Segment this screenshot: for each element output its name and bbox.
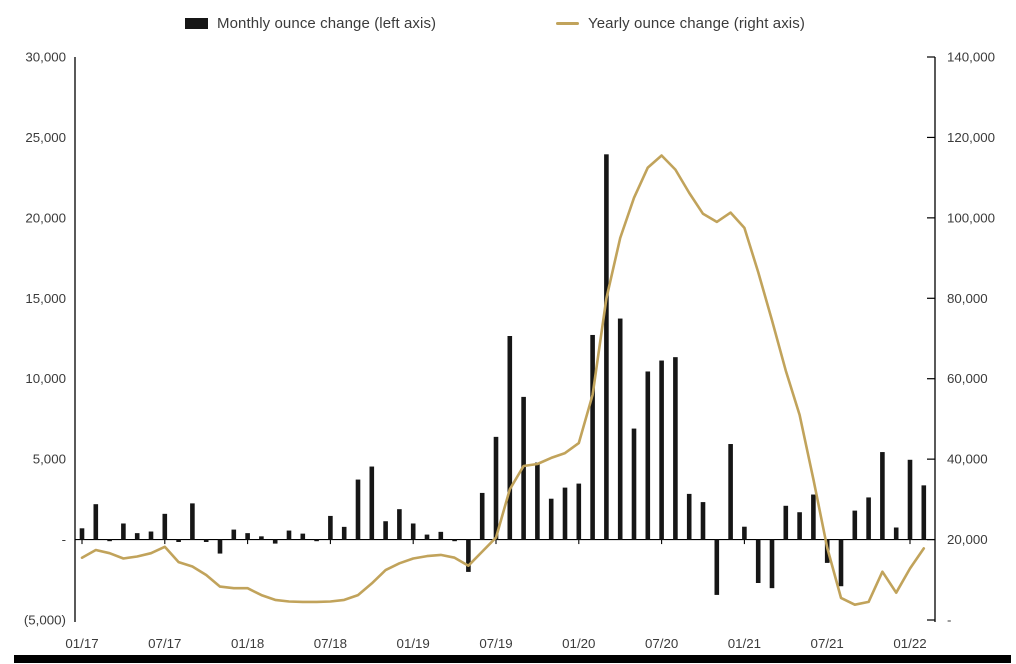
x-tick-label: 07/18 xyxy=(314,636,347,651)
y-right-tick-label: 140,000 xyxy=(947,50,995,65)
monthly-bar xyxy=(231,529,237,540)
monthly-bar xyxy=(700,502,706,540)
x-tick-label: 07/19 xyxy=(479,636,512,651)
monthly-bar xyxy=(107,539,112,542)
monthly-bar xyxy=(121,523,126,540)
monthly-bar xyxy=(617,318,623,540)
y-left-tick-label: 15,000 xyxy=(25,291,66,306)
monthly-bar xyxy=(769,539,775,589)
monthly-bar xyxy=(576,483,582,540)
y-right-tick-label: 120,000 xyxy=(947,130,995,145)
monthly-bar xyxy=(162,513,168,540)
y-right-tick-label: 20,000 xyxy=(947,532,988,547)
monthly-bar xyxy=(176,539,181,542)
monthly-bar xyxy=(811,494,816,540)
monthly-bar xyxy=(341,526,347,540)
monthly-bar xyxy=(590,334,595,540)
x-tick-label: 07/20 xyxy=(645,636,678,651)
y-right-tick-label: - xyxy=(947,613,951,628)
x-tick-label: 01/17 xyxy=(65,636,98,651)
y-right-tick-label: 80,000 xyxy=(947,291,988,306)
y-right-tick-label: 100,000 xyxy=(947,210,995,225)
legend-line-swatch-icon xyxy=(556,21,579,25)
y-left-tick-label: 30,000 xyxy=(25,50,66,65)
monthly-bar xyxy=(259,536,264,540)
monthly-bar xyxy=(203,539,209,542)
monthly-bar xyxy=(507,336,513,540)
y-left-tick-label: (5,000) xyxy=(24,613,66,628)
monthly-bar xyxy=(921,485,927,540)
monthly-bar xyxy=(424,534,430,540)
monthly-bar xyxy=(493,436,499,540)
monthly-bar xyxy=(355,479,361,540)
monthly-bar xyxy=(880,452,885,540)
monthly-bar xyxy=(479,492,485,540)
legend-item-yearly: Yearly ounce change (right axis) xyxy=(556,10,805,36)
monthly-bar xyxy=(686,493,692,540)
monthly-bar xyxy=(631,428,637,540)
y-left-tick-label: 5,000 xyxy=(33,452,66,467)
monthly-bar xyxy=(79,528,85,540)
y-left-tick-label: 10,000 xyxy=(25,371,66,386)
x-tick-label: 01/18 xyxy=(231,636,264,651)
y-left-tick-label: 20,000 xyxy=(25,210,66,225)
footer-black-strip xyxy=(14,655,1011,663)
monthly-bar xyxy=(466,539,471,572)
legend-yearly-label: Yearly ounce change (right axis) xyxy=(588,14,805,32)
monthly-bar xyxy=(452,539,457,542)
monthly-bar xyxy=(714,539,720,595)
monthly-bar xyxy=(838,539,844,587)
legend-monthly-label: Monthly ounce change (left axis) xyxy=(217,14,437,32)
monthly-bar xyxy=(893,527,899,540)
y-left-tick-label: - xyxy=(62,532,66,547)
x-tick-label: 01/21 xyxy=(728,636,761,651)
monthly-bar xyxy=(272,539,278,544)
monthly-bar xyxy=(852,510,858,540)
monthly-bar xyxy=(728,444,733,540)
monthly-bar xyxy=(328,515,333,540)
monthly-bar xyxy=(148,531,154,540)
legend-item-monthly: Monthly ounce change (left axis) xyxy=(185,10,436,36)
monthly-bar xyxy=(300,533,306,540)
monthly-bar xyxy=(383,521,388,540)
y-right-tick-label: 60,000 xyxy=(947,371,988,386)
x-tick-label: 01/20 xyxy=(562,636,595,651)
monthly-bar xyxy=(286,530,292,540)
yearly-line xyxy=(80,154,926,607)
monthly-bar xyxy=(397,509,402,540)
x-tick-label: 01/19 xyxy=(397,636,430,651)
monthly-bar xyxy=(673,357,678,540)
monthly-bar xyxy=(604,154,609,540)
monthly-bar xyxy=(314,539,319,542)
monthly-bar xyxy=(245,533,250,540)
chart-legend: Monthly ounce change (left axis) Yearly … xyxy=(0,10,1016,36)
monthly-bar xyxy=(907,459,913,540)
monthly-bar xyxy=(866,497,871,540)
monthly-bar xyxy=(755,539,761,584)
x-tick-label: 01/22 xyxy=(893,636,926,651)
x-tick-label: 07/17 xyxy=(148,636,181,651)
monthly-bar xyxy=(535,462,540,540)
monthly-bar xyxy=(797,512,802,540)
monthly-bar xyxy=(742,526,747,540)
monthly-bar xyxy=(93,504,99,540)
monthly-bar xyxy=(410,523,416,540)
monthly-bar xyxy=(134,533,140,540)
legend-bar-swatch-icon xyxy=(185,17,208,29)
monthly-bar xyxy=(659,360,664,540)
x-tick-label: 07/21 xyxy=(811,636,844,651)
monthly-bar xyxy=(438,531,444,540)
monthly-bar xyxy=(783,505,789,540)
y-right-tick-label: 40,000 xyxy=(947,452,988,467)
monthly-bar xyxy=(190,503,195,540)
y-left-tick-label: 25,000 xyxy=(25,130,66,145)
monthly-bar xyxy=(645,371,651,540)
monthly-bar xyxy=(217,539,223,554)
monthly-bar xyxy=(548,498,554,540)
monthly-bar xyxy=(369,466,375,540)
monthly-bar xyxy=(562,487,568,540)
